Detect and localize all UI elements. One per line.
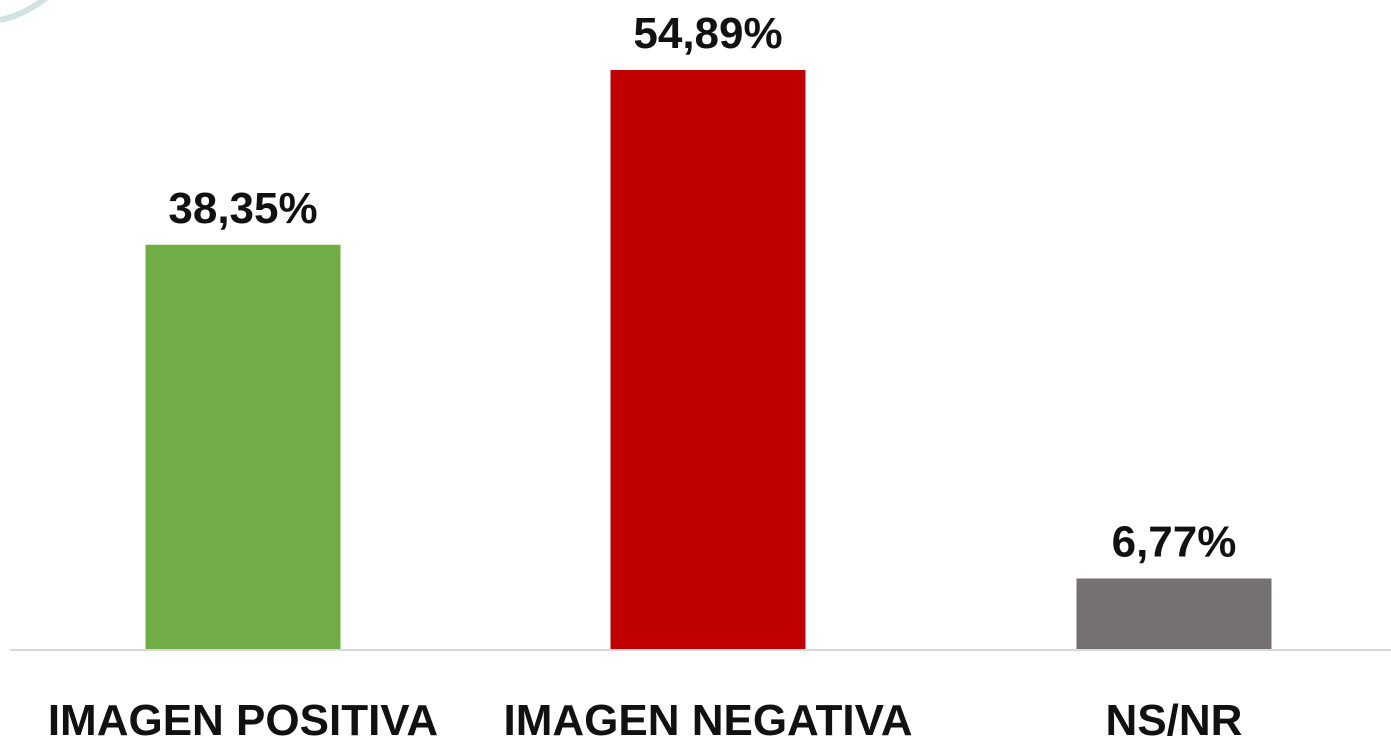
- category-label-ns-nr: NS/NR: [1106, 696, 1243, 742]
- category-label-imagen-negativa: IMAGEN NEGATIVA: [503, 696, 912, 742]
- bar-imagen-negativa: [610, 70, 806, 650]
- bars-group: [145, 70, 1272, 650]
- category-labels-group: IMAGEN POSITIVA IMAGEN NEGATIVA NS/NR: [48, 696, 1243, 742]
- data-label-imagen-positiva: 38,35%: [168, 184, 317, 233]
- data-label-imagen-negativa: 54,89%: [633, 9, 782, 58]
- category-label-imagen-positiva: IMAGEN POSITIVA: [48, 696, 438, 742]
- bar-ns-nr: [1076, 578, 1272, 650]
- bar-imagen-positiva: [145, 244, 341, 650]
- corner-decoration: [0, 0, 49, 23]
- value-labels-group: 38,35% 54,89% 6,77%: [168, 9, 1236, 566]
- data-label-ns-nr: 6,77%: [1112, 517, 1237, 566]
